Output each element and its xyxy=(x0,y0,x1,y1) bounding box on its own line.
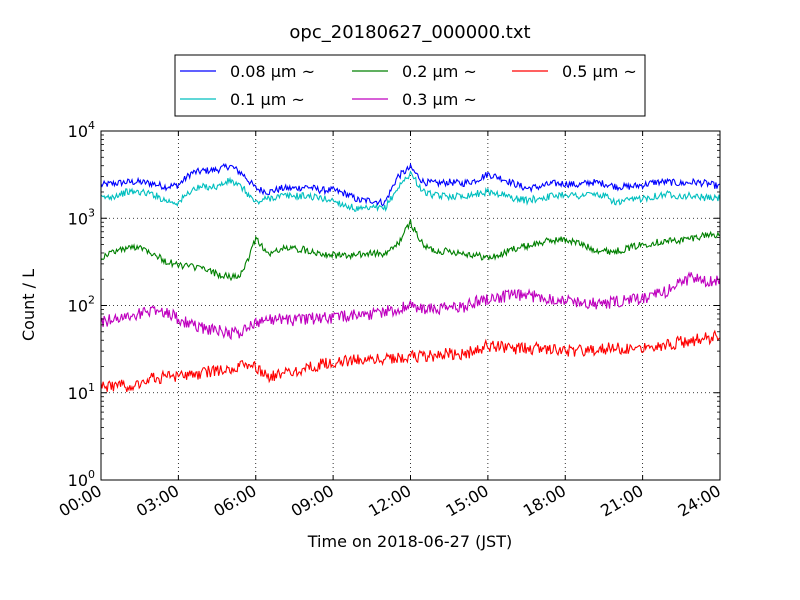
y-tick-label: 100 xyxy=(68,468,95,490)
legend-label-5: 0.5 μm ~ xyxy=(562,62,637,81)
y-tick-label: 102 xyxy=(68,294,95,316)
y-tick-label: 101 xyxy=(68,381,95,403)
y-tick-label: 103 xyxy=(68,206,95,228)
legend-label-2: 0.1 μm ~ xyxy=(230,90,305,109)
y-axis-ticks: 100 101 102 103 104 xyxy=(68,119,720,490)
legend-box xyxy=(174,54,646,117)
legend-label-3: 0.2 μm ~ xyxy=(402,62,477,81)
y-tick-label: 104 xyxy=(68,119,95,141)
series-line-1 xyxy=(100,162,721,207)
x-axis-label: Time on 2018-06-27 (JST) xyxy=(307,532,512,551)
chart-title: opc_20180627_000000.txt xyxy=(289,22,530,43)
legend: 0.08 μm ~ 0.1 μm ~ 0.2 μm ~ 0.3 μm ~ 0.5 μm … xyxy=(174,54,646,117)
legend-label-1: 0.08 μm ~ xyxy=(230,62,315,81)
y-axis-label: Count / L xyxy=(19,269,38,341)
series-line-5 xyxy=(100,329,721,393)
series-line-2 xyxy=(100,170,721,213)
series-line-4 xyxy=(100,271,721,341)
legend-label-4: 0.3 μm ~ xyxy=(402,90,477,109)
series-line-3 xyxy=(100,219,721,282)
series-layer xyxy=(100,162,721,393)
